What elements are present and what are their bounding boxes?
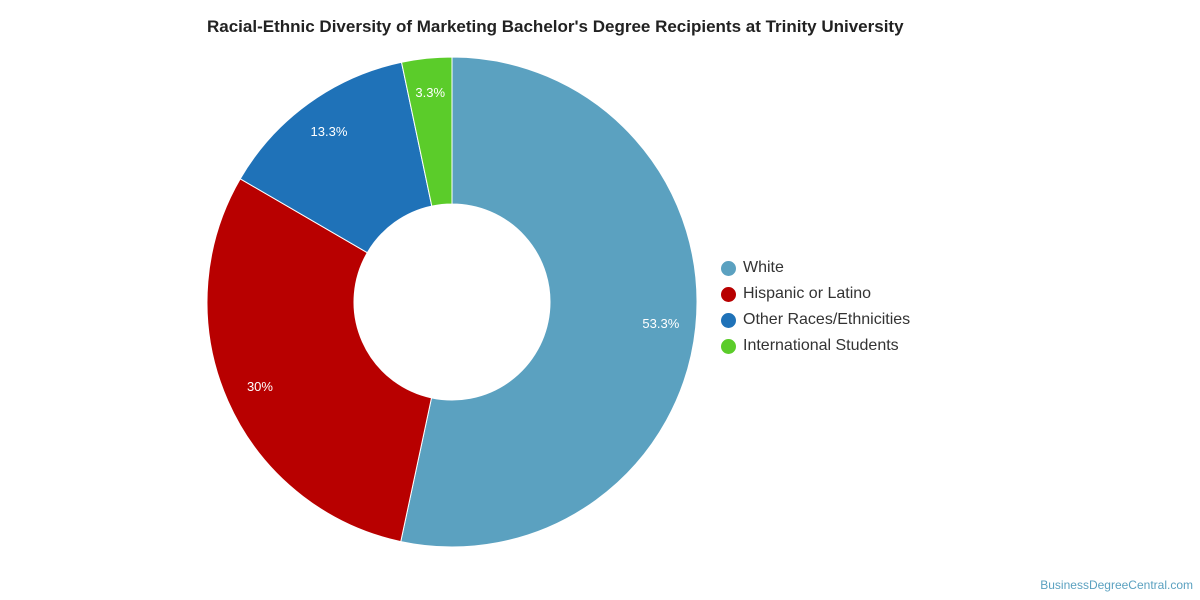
chart-title: Racial-Ethnic Diversity of Marketing Bac… [207,17,904,36]
slice-label-international-students: 3.3% [415,85,445,100]
slice-labels: 53.3% 30% 13.3% 3.3% [247,85,680,394]
legend: White Hispanic or Latino Other Races/Eth… [721,255,910,359]
slice-hispanic-or-latino[interactable] [206,178,433,543]
slice-international-students[interactable] [400,56,453,207]
legend-item-white[interactable]: White [721,255,910,281]
legend-item-other-races[interactable]: Other Races/Ethnicities [721,307,910,333]
legend-item-international-students[interactable]: International Students [721,333,910,359]
donut-slices [206,56,698,548]
slice-label-white: 53.3% [642,316,679,331]
legend-label-international-students: International Students [743,337,899,354]
legend-item-hispanic-or-latino[interactable]: Hispanic or Latino [721,281,910,307]
legend-swatch-other-races [721,312,736,328]
legend-swatch-white [721,260,736,276]
slice-other-races-ethnicities[interactable] [239,61,433,254]
slice-label-other-races-ethnicities: 13.3% [311,124,348,139]
legend-label-white: White [743,259,784,276]
legend-swatch-international-students [721,338,736,354]
slice-label-hispanic-or-latino: 30% [247,379,273,394]
legend-label-hispanic-or-latino: Hispanic or Latino [743,285,872,302]
legend-swatch-hispanic-or-latino [721,286,736,302]
source-watermark[interactable]: BusinessDegreeCentral.com [1040,578,1193,592]
legend-label-other-races: Other Races/Ethnicities [743,311,911,328]
slice-white[interactable] [400,56,698,548]
